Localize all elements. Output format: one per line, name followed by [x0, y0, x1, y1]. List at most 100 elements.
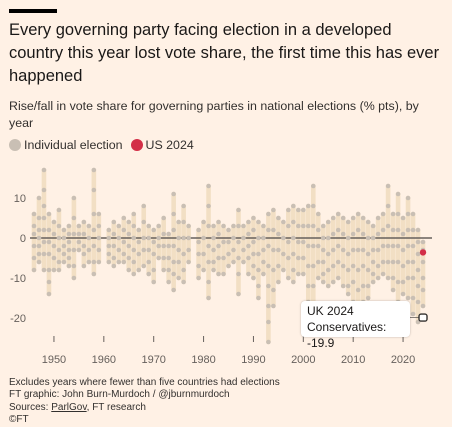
- election-point[interactable]: [236, 271, 241, 277]
- election-point[interactable]: [320, 223, 326, 229]
- election-point[interactable]: [226, 263, 231, 269]
- election-point[interactable]: [156, 223, 161, 229]
- election-point[interactable]: [256, 235, 261, 241]
- election-point[interactable]: [261, 235, 266, 241]
- election-point[interactable]: [46, 211, 52, 217]
- election-point[interactable]: [176, 219, 181, 225]
- election-point[interactable]: [151, 227, 156, 233]
- election-point[interactable]: [301, 271, 306, 277]
- election-point[interactable]: [196, 251, 201, 257]
- uk-2024-point[interactable]: [418, 313, 428, 322]
- election-point[interactable]: [315, 227, 321, 233]
- election-point[interactable]: [201, 251, 206, 257]
- election-point[interactable]: [131, 247, 137, 253]
- election-point[interactable]: [310, 243, 316, 249]
- election-point[interactable]: [256, 267, 261, 273]
- election-point[interactable]: [291, 235, 296, 241]
- election-point[interactable]: [66, 223, 72, 229]
- election-point[interactable]: [340, 231, 346, 237]
- election-point[interactable]: [221, 239, 226, 245]
- election-point[interactable]: [400, 231, 406, 237]
- election-point[interactable]: [236, 239, 241, 245]
- election-point[interactable]: [91, 187, 97, 193]
- election-point[interactable]: [261, 223, 266, 229]
- election-point[interactable]: [181, 219, 186, 225]
- election-point[interactable]: [405, 295, 411, 301]
- election-point[interactable]: [56, 267, 62, 273]
- election-point[interactable]: [241, 259, 246, 265]
- election-point[interactable]: [176, 275, 181, 281]
- election-point[interactable]: [31, 223, 37, 229]
- election-point[interactable]: [151, 267, 156, 273]
- election-point[interactable]: [330, 279, 336, 285]
- election-point[interactable]: [126, 219, 132, 225]
- election-point[interactable]: [226, 251, 231, 257]
- election-point[interactable]: [335, 243, 341, 249]
- election-point[interactable]: [251, 239, 256, 245]
- election-point[interactable]: [61, 227, 67, 233]
- election-point[interactable]: [370, 247, 376, 253]
- election-point[interactable]: [420, 275, 426, 281]
- election-point[interactable]: [340, 215, 346, 221]
- election-point[interactable]: [266, 227, 271, 233]
- election-point[interactable]: [296, 207, 301, 213]
- election-point[interactable]: [420, 303, 426, 309]
- election-point[interactable]: [320, 279, 326, 285]
- election-point[interactable]: [310, 223, 316, 229]
- election-point[interactable]: [271, 303, 276, 309]
- election-point[interactable]: [46, 227, 52, 233]
- election-point[interactable]: [271, 267, 276, 273]
- election-point[interactable]: [251, 263, 256, 269]
- election-point[interactable]: [41, 187, 47, 193]
- election-point[interactable]: [310, 203, 316, 209]
- election-point[interactable]: [286, 207, 291, 213]
- legend-item-individual[interactable]: Individual election: [9, 138, 123, 152]
- election-point[interactable]: [310, 283, 316, 289]
- election-point[interactable]: [196, 263, 201, 269]
- election-point[interactable]: [196, 227, 201, 233]
- election-point[interactable]: [350, 231, 356, 237]
- election-point[interactable]: [141, 203, 147, 209]
- election-point[interactable]: [181, 251, 186, 257]
- election-point[interactable]: [246, 255, 251, 261]
- election-point[interactable]: [355, 267, 361, 273]
- election-point[interactable]: [345, 251, 351, 257]
- election-point[interactable]: [286, 255, 291, 261]
- election-point[interactable]: [365, 283, 371, 289]
- election-point[interactable]: [61, 243, 67, 249]
- election-point[interactable]: [296, 223, 301, 229]
- election-point[interactable]: [181, 235, 186, 241]
- election-point[interactable]: [141, 263, 147, 269]
- election-point[interactable]: [310, 263, 316, 269]
- election-point[interactable]: [216, 219, 221, 225]
- election-point[interactable]: [171, 191, 176, 197]
- election-point[interactable]: [246, 231, 251, 237]
- election-point[interactable]: [121, 239, 127, 245]
- election-point[interactable]: [111, 255, 117, 261]
- election-point[interactable]: [390, 227, 396, 233]
- election-point[interactable]: [231, 235, 236, 241]
- election-point[interactable]: [296, 239, 301, 245]
- election-point[interactable]: [271, 227, 276, 233]
- election-point[interactable]: [365, 267, 371, 273]
- election-point[interactable]: [161, 255, 166, 261]
- election-point[interactable]: [350, 215, 356, 221]
- election-point[interactable]: [415, 227, 421, 233]
- election-point[interactable]: [266, 319, 271, 325]
- election-point[interactable]: [291, 219, 296, 225]
- election-point[interactable]: [320, 259, 326, 265]
- election-point[interactable]: [56, 223, 62, 229]
- election-point[interactable]: [330, 263, 336, 269]
- election-point[interactable]: [340, 283, 346, 289]
- election-point[interactable]: [46, 251, 52, 257]
- election-point[interactable]: [415, 239, 421, 245]
- election-point[interactable]: [355, 211, 361, 217]
- election-point[interactable]: [216, 271, 221, 277]
- election-point[interactable]: [91, 167, 97, 173]
- election-point[interactable]: [81, 263, 87, 269]
- election-point[interactable]: [306, 283, 311, 289]
- election-point[interactable]: [380, 271, 386, 277]
- election-point[interactable]: [141, 247, 147, 253]
- election-point[interactable]: [106, 259, 112, 265]
- election-point[interactable]: [216, 243, 221, 249]
